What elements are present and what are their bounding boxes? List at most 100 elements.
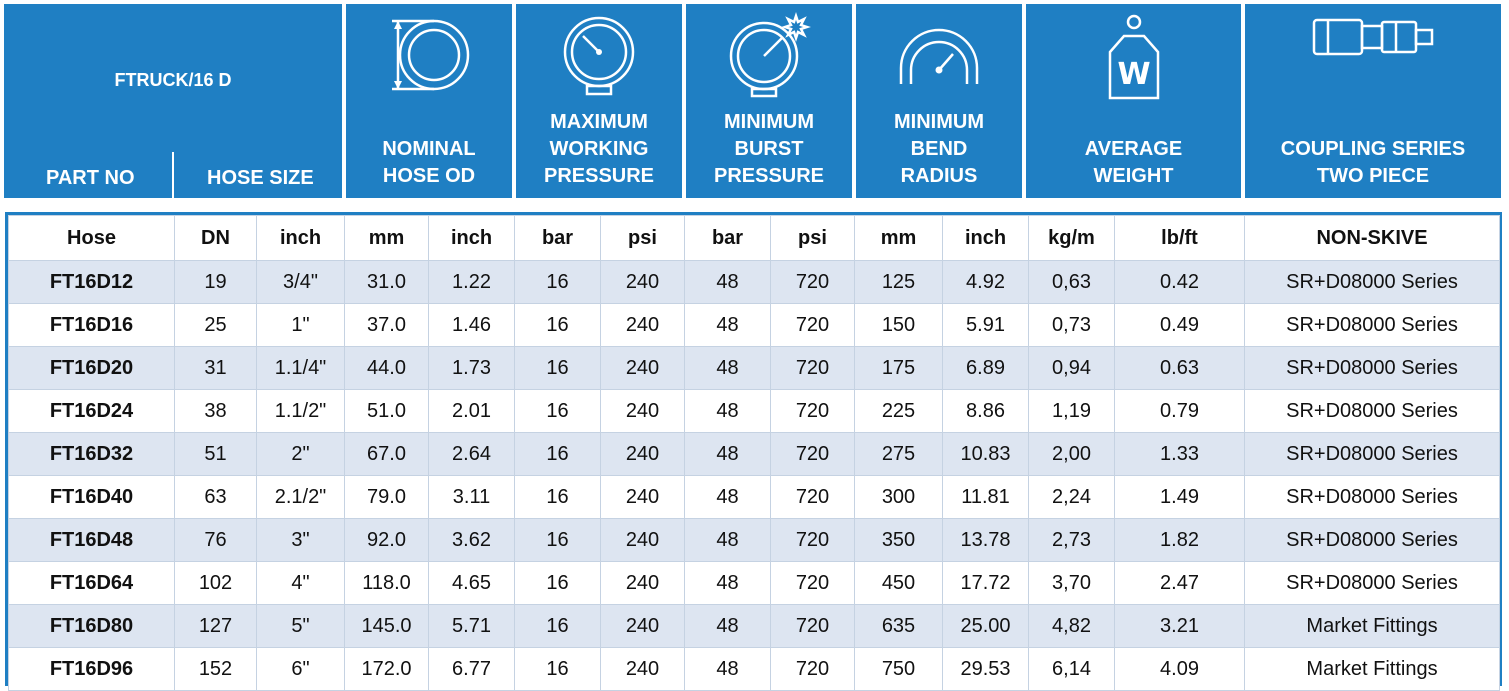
table-cell: 1.33 [1114, 432, 1245, 476]
part-number-cell: FT16D24 [8, 389, 175, 433]
table-cell: SR+D08000 Series [1244, 346, 1500, 390]
table-cell: 5.91 [942, 303, 1029, 347]
header-part-hose-size: FTRUCK/16 D PART NO HOSE SIZE [4, 4, 342, 198]
coupling-icon [1308, 12, 1438, 72]
table-cell: 48 [684, 518, 771, 562]
table-cell: 3.11 [428, 475, 515, 519]
table-cell: 48 [684, 389, 771, 433]
burst-gauge-icon [724, 12, 814, 98]
table-cell: 1.49 [1114, 475, 1245, 519]
table-cell: 4" [256, 561, 345, 605]
table-cell: 16 [514, 604, 601, 648]
table-cell: 31.0 [344, 260, 429, 304]
table-cell: 240 [600, 389, 685, 433]
table-cell: 51.0 [344, 389, 429, 433]
table-row: FT16D48 76 3" 92.0 3.62 16 240 48 720 350 13.78 2,7… [8, 518, 1500, 562]
table-row: FT16D64 102 4" 118.0 4.65 16 240 48 720 450 17.72 3… [8, 561, 1500, 605]
table-cell: 102 [174, 561, 257, 605]
table-cell: 2,00 [1028, 432, 1115, 476]
table-cell: 1.82 [1114, 518, 1245, 562]
header-min-burst-pressure: MINIMUM BURST PRESSURE [686, 4, 852, 198]
table-cell: 2,73 [1028, 518, 1115, 562]
table-cell: 0,63 [1028, 260, 1115, 304]
table-cell: 37.0 [344, 303, 429, 347]
header-avg-weight-label: AVERAGE WEIGHT [1084, 138, 1183, 187]
table-cell: 10.83 [942, 432, 1029, 476]
col-header: mm [854, 215, 943, 261]
table-row: FT16D12 19 3/4" 31.0 1.22 16 240 48 720 125 4.92 0,… [8, 260, 1500, 304]
table-cell: SR+D08000 Series [1244, 518, 1500, 562]
table-cell: 48 [684, 432, 771, 476]
col-header: DN [174, 215, 257, 261]
header-nominal-od-label: NOMINAL HOSE OD [382, 138, 476, 187]
col-header: lb/ft [1114, 215, 1245, 261]
table-cell: 175 [854, 346, 943, 390]
table-cell: SR+D08000 Series [1244, 475, 1500, 519]
table-cell: 172.0 [344, 647, 429, 691]
col-header: NON-SKIVE [1244, 215, 1500, 261]
table-cell: 63 [174, 475, 257, 519]
table-cell: 3,70 [1028, 561, 1115, 605]
col-header: bar [514, 215, 601, 261]
table-cell: 750 [854, 647, 943, 691]
table-cell: 240 [600, 303, 685, 347]
table-cell: 240 [600, 260, 685, 304]
table-cell: 1.22 [428, 260, 515, 304]
table-cell: 2.64 [428, 432, 515, 476]
table-cell: 48 [684, 346, 771, 390]
table-row: FT16D20 31 1.1/4" 44.0 1.73 16 240 48 720 175 6.89… [8, 346, 1500, 390]
weight-icon: W [1094, 12, 1174, 102]
table-cell: 92.0 [344, 518, 429, 562]
header-min-bp-label: MINIMUM BURST PRESSURE [713, 111, 825, 187]
table-cell: 76 [174, 518, 257, 562]
col-header: kg/m [1028, 215, 1115, 261]
table-cell: Market Fittings [1244, 647, 1500, 691]
header-coupling-label: COUPLING SERIES TWO PIECE [1280, 138, 1466, 187]
table-cell: 2.1/2" [256, 475, 345, 519]
table-row: FT16D16 25 1" 37.0 1.46 16 240 48 720 150 5.91 0,73… [8, 303, 1500, 347]
part-number-cell: FT16D48 [8, 518, 175, 562]
part-number-cell: FT16D20 [8, 346, 175, 390]
table-cell: 3.21 [1114, 604, 1245, 648]
table-cell: 0.42 [1114, 260, 1245, 304]
col-header: psi [770, 215, 855, 261]
col-header: bar [684, 215, 771, 261]
table-cell: 720 [770, 389, 855, 433]
col-header: mm [344, 215, 429, 261]
table-cell: 6,14 [1028, 647, 1115, 691]
table-cell: 1.1/2" [256, 389, 345, 433]
table-cell: 79.0 [344, 475, 429, 519]
table-cell: 240 [600, 561, 685, 605]
header-divider [172, 152, 174, 198]
table-cell: 240 [600, 604, 685, 648]
table-cell: Market Fittings [1244, 604, 1500, 648]
table-cell: 3" [256, 518, 345, 562]
table-cell: 0,73 [1028, 303, 1115, 347]
table-cell: 225 [854, 389, 943, 433]
spec-header: FTRUCK/16 D PART NO HOSE SIZE NOMINAL HO… [4, 4, 1501, 198]
table-cell: 1" [256, 303, 345, 347]
table-row: FT16D32 51 2" 67.0 2.64 16 240 48 720 275 10.83 2,0… [8, 432, 1500, 476]
table-cell: 31 [174, 346, 257, 390]
table-cell: 48 [684, 303, 771, 347]
table-cell: 5.71 [428, 604, 515, 648]
product-title: FTRUCK/16 D [114, 70, 232, 90]
table-cell: 720 [770, 432, 855, 476]
header-min-bend-radius: MINIMUM BEND RADIUS [856, 4, 1022, 198]
hose-od-icon [384, 12, 474, 98]
table-cell: 240 [600, 432, 685, 476]
units-row: Hose DN inch mm inch bar psi bar psi mm … [8, 215, 1500, 261]
table-cell: 720 [770, 561, 855, 605]
table-cell: 240 [600, 346, 685, 390]
table-cell: 16 [514, 346, 601, 390]
table-cell: 1.46 [428, 303, 515, 347]
header-max-wp-label: MAXIMUM WORKING PRESSURE [543, 111, 655, 187]
table-cell: SR+D08000 Series [1244, 260, 1500, 304]
header-average-weight: W AVERAGE WEIGHT [1026, 4, 1241, 198]
col-header: inch [942, 215, 1029, 261]
table-cell: 48 [684, 561, 771, 605]
table-cell: 6.89 [942, 346, 1029, 390]
table-cell: 152 [174, 647, 257, 691]
table-cell: 44.0 [344, 346, 429, 390]
table-cell: 0.49 [1114, 303, 1245, 347]
